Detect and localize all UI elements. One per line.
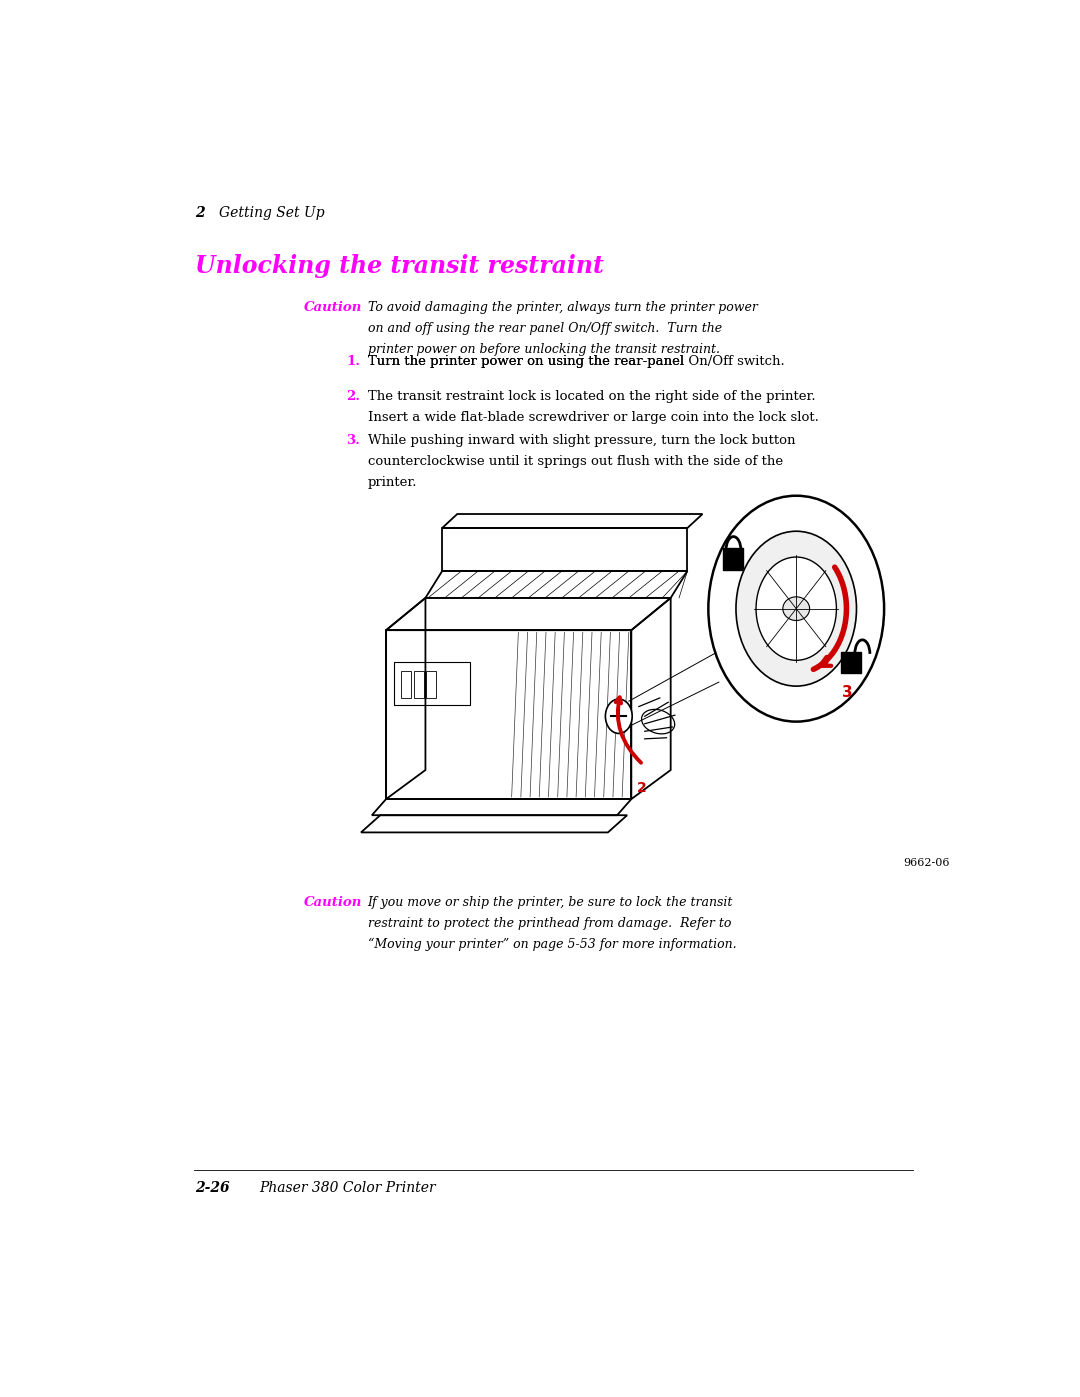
Circle shape bbox=[735, 531, 856, 686]
Text: If you move or ship the printer, be sure to lock the transit: If you move or ship the printer, be sure… bbox=[367, 895, 733, 909]
Text: Caution: Caution bbox=[305, 300, 363, 314]
Bar bbox=[427, 671, 436, 698]
Circle shape bbox=[606, 698, 632, 733]
Bar bbox=[401, 671, 411, 698]
Text: “Moving your printer” on page 5-53 for more information.: “Moving your printer” on page 5-53 for m… bbox=[367, 937, 737, 951]
Text: While pushing inward with slight pressure, turn the lock button: While pushing inward with slight pressur… bbox=[367, 434, 795, 447]
Text: restraint to protect the printhead from damage.  Refer to: restraint to protect the printhead from … bbox=[367, 916, 731, 930]
Text: 3.: 3. bbox=[346, 434, 360, 447]
Text: 2: 2 bbox=[195, 207, 205, 221]
Text: on and off using the rear panel On/Off switch.  Turn the: on and off using the rear panel On/Off s… bbox=[367, 321, 721, 335]
Bar bbox=[724, 549, 743, 570]
Bar bbox=[394, 662, 470, 705]
Bar bbox=[840, 652, 861, 673]
Text: Turn the printer power on using the rear-panel: Turn the printer power on using the rear… bbox=[367, 355, 688, 367]
Text: The transit restraint lock is located on the right side of the printer.: The transit restraint lock is located on… bbox=[367, 390, 815, 404]
Text: printer.: printer. bbox=[367, 476, 417, 489]
Text: To avoid damaging the printer, always turn the printer power: To avoid damaging the printer, always tu… bbox=[367, 300, 757, 314]
Text: Phaser 380 Color Printer: Phaser 380 Color Printer bbox=[259, 1180, 435, 1194]
Text: Getting Set Up: Getting Set Up bbox=[218, 207, 324, 221]
Text: Unlocking the transit restraint: Unlocking the transit restraint bbox=[195, 254, 604, 278]
Text: counterclockwise until it springs out flush with the side of the: counterclockwise until it springs out fl… bbox=[367, 455, 783, 468]
Text: printer power on before unlocking the transit restraint.: printer power on before unlocking the tr… bbox=[367, 344, 719, 356]
Text: 9662-06: 9662-06 bbox=[903, 858, 950, 868]
Text: Caution: Caution bbox=[305, 895, 363, 909]
Text: 2-26: 2-26 bbox=[195, 1180, 230, 1194]
Text: 2: 2 bbox=[637, 781, 647, 795]
Text: Turn the printer power on using the rear-panel On/Off switch.: Turn the printer power on using the rear… bbox=[367, 355, 784, 367]
Text: 3: 3 bbox=[842, 685, 853, 700]
Ellipse shape bbox=[783, 597, 810, 620]
Circle shape bbox=[756, 557, 836, 661]
Text: 1.: 1. bbox=[346, 355, 360, 367]
Text: 2.: 2. bbox=[346, 390, 360, 404]
Text: Insert a wide flat-blade screwdriver or large coin into the lock slot.: Insert a wide flat-blade screwdriver or … bbox=[367, 411, 819, 425]
Circle shape bbox=[708, 496, 885, 722]
Bar bbox=[414, 671, 423, 698]
